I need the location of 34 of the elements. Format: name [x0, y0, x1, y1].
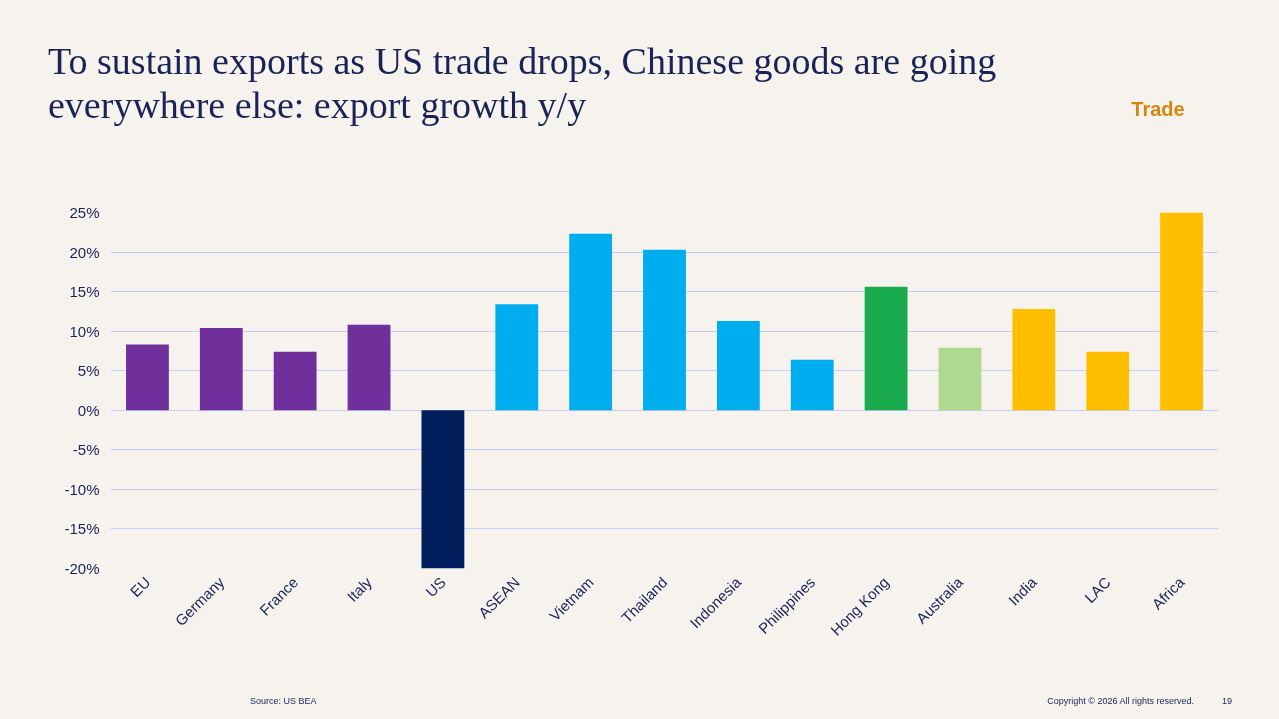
- bar: [1086, 351, 1130, 411]
- bar: [495, 304, 539, 411]
- text: Copyright © 2026 All rights reserved.: [1047, 695, 1194, 708]
- text: Trade: [1130, 97, 1186, 122]
- bar: [347, 324, 391, 411]
- bar: [716, 320, 760, 411]
- text: 19: [1221, 695, 1232, 708]
- bar: [1012, 309, 1056, 411]
- bar: [569, 233, 613, 411]
- bar: [273, 351, 317, 411]
- y-tick-label: -10%: [64, 480, 100, 498]
- y-tick-label: 10%: [69, 322, 100, 340]
- chart-title: To sustain exports as US trade drops, Chinese goods are going everywhere else: export growth y/y: [48, 40, 998, 128]
- bar: [938, 347, 982, 411]
- y-tick-label: -20%: [64, 560, 100, 577]
- y-tick-label: 25%: [69, 204, 100, 221]
- x-tick-label: LAC: [1081, 573, 1114, 607]
- y-tick-label: 20%: [69, 243, 100, 261]
- y-tick-label: 15%: [69, 283, 100, 301]
- bar: [421, 410, 465, 569]
- source-note: Source: US BEA: [250, 695, 317, 708]
- y-tick-label: 5%: [77, 362, 100, 380]
- x-tick-label: US: [422, 573, 449, 601]
- bar: [126, 344, 169, 411]
- x-tick-label: EU: [126, 573, 154, 601]
- x-tick-label: Italy: [343, 573, 376, 605]
- y-tick-label: -5%: [72, 441, 100, 459]
- bar: [864, 286, 908, 411]
- bar: [790, 359, 834, 411]
- y-tick-label: -15%: [64, 520, 100, 538]
- bar: [643, 249, 686, 411]
- bar: [199, 328, 243, 411]
- bar: [1160, 212, 1203, 411]
- y-tick-label: 0%: [77, 401, 100, 419]
